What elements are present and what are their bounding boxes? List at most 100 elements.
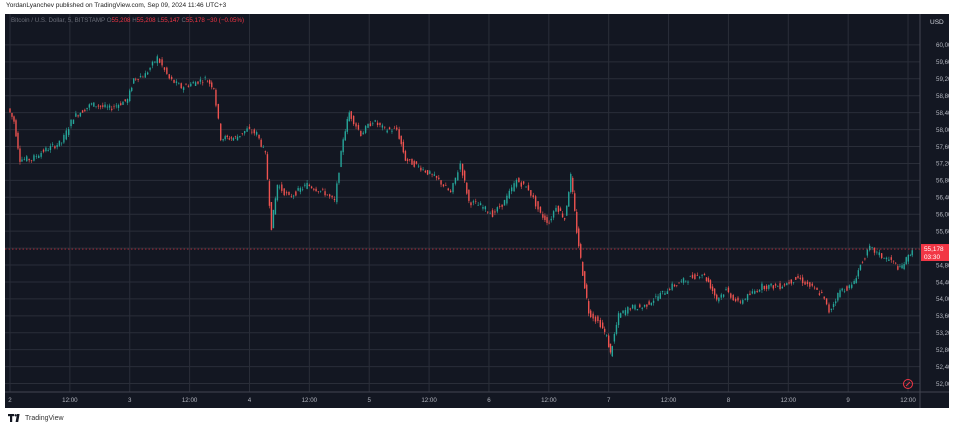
candle-body bbox=[60, 142, 63, 144]
candle-body bbox=[629, 308, 631, 310]
candle-body bbox=[491, 210, 494, 217]
candle-body bbox=[678, 282, 680, 284]
candle-body bbox=[457, 172, 459, 181]
go-to-realtime-icon[interactable] bbox=[903, 379, 913, 389]
go-to-realtime-icon-arrow bbox=[905, 381, 911, 387]
candle-body bbox=[156, 56, 158, 64]
candle-body bbox=[278, 186, 281, 188]
candle-body bbox=[215, 89, 217, 106]
candle-body bbox=[607, 335, 610, 348]
candle-body bbox=[749, 293, 751, 295]
candle-body bbox=[84, 109, 86, 112]
candle-body bbox=[281, 184, 283, 191]
candle-body bbox=[550, 218, 552, 221]
candle-body bbox=[93, 102, 95, 107]
candle-body bbox=[823, 296, 825, 299]
candle-body bbox=[694, 274, 696, 279]
candle-body bbox=[204, 77, 206, 78]
candle-body bbox=[711, 286, 714, 292]
candle-body bbox=[470, 202, 472, 206]
candle-body bbox=[234, 136, 237, 137]
candle-body bbox=[30, 160, 33, 161]
candle-body bbox=[355, 123, 357, 127]
candle-body bbox=[878, 252, 880, 256]
candle-body bbox=[290, 196, 293, 197]
candle-body bbox=[454, 177, 457, 184]
candle-body bbox=[496, 207, 499, 212]
candle-body bbox=[386, 130, 388, 133]
candle-body bbox=[525, 186, 527, 188]
last-price-countdown: 03:30 bbox=[924, 254, 940, 261]
candle-body bbox=[304, 184, 306, 186]
legend-part: H bbox=[132, 17, 136, 24]
candle-body bbox=[763, 285, 766, 290]
candle-body bbox=[372, 123, 374, 125]
candle-body bbox=[866, 249, 869, 256]
candle-body bbox=[657, 296, 659, 301]
candle-body bbox=[243, 130, 246, 134]
candle-body bbox=[168, 74, 170, 79]
candle-body bbox=[661, 290, 664, 292]
candle-body bbox=[703, 273, 706, 275]
legend-part: −30 (−0.05%) bbox=[207, 17, 245, 24]
candle-body bbox=[310, 186, 313, 189]
price-tick-label: 57,600 bbox=[936, 144, 949, 151]
brand-name: TradingView bbox=[25, 414, 64, 422]
candle-body bbox=[367, 123, 369, 128]
candle-body bbox=[163, 67, 166, 70]
candle-body bbox=[328, 194, 331, 197]
chart-legend: Bitcoin / U.S. Dollar, 5, BITSTAMP O55,2… bbox=[11, 17, 244, 24]
legend-part: 55,147 bbox=[161, 17, 182, 24]
price-chart[interactable]: 52,000 52,400 52,800 53,200 53,600 54,000 54,4… bbox=[5, 14, 949, 408]
candle-body bbox=[832, 304, 835, 308]
candle-body bbox=[393, 127, 396, 129]
candle-body bbox=[435, 175, 438, 178]
candle-body bbox=[77, 115, 79, 117]
candle-body bbox=[777, 286, 779, 288]
candle-body bbox=[648, 301, 650, 305]
chart-panel[interactable]: 52,000 52,400 52,800 53,200 53,600 54,000 54,4… bbox=[5, 14, 949, 408]
candle-body bbox=[333, 198, 336, 201]
candle-body bbox=[804, 281, 806, 285]
candle-body bbox=[548, 222, 550, 224]
candle-body bbox=[537, 201, 539, 210]
candle-body bbox=[135, 78, 137, 80]
candle-body bbox=[559, 208, 562, 211]
time-tick-label: 3 bbox=[128, 397, 132, 404]
candle-body bbox=[659, 293, 662, 299]
candle-body bbox=[308, 184, 311, 187]
candle-body bbox=[828, 304, 830, 313]
candle-body bbox=[276, 184, 279, 201]
price-tick-label: 55,600 bbox=[936, 228, 949, 235]
candle-body bbox=[208, 80, 211, 84]
time-tick-label: 6 bbox=[487, 397, 491, 404]
candle-body bbox=[433, 174, 436, 176]
candle-body bbox=[23, 158, 26, 160]
price-tick-label: 56,000 bbox=[936, 212, 949, 219]
candle-body bbox=[650, 302, 653, 306]
candle-body bbox=[248, 126, 251, 129]
candle-body bbox=[864, 258, 866, 260]
price-tick-label: 58,000 bbox=[936, 127, 949, 134]
candle-body bbox=[348, 112, 350, 122]
price-tick-label: 58,800 bbox=[936, 93, 949, 100]
candle-body bbox=[859, 264, 862, 270]
candle-body bbox=[319, 190, 322, 192]
candle-body bbox=[461, 163, 464, 176]
candle-body bbox=[99, 105, 102, 107]
candle-body bbox=[544, 215, 546, 221]
candle-body bbox=[9, 108, 11, 113]
candle-body bbox=[572, 177, 574, 192]
candle-body bbox=[464, 170, 466, 181]
candle-body bbox=[730, 293, 732, 298]
candle-body bbox=[542, 214, 544, 218]
candle-body bbox=[835, 301, 837, 304]
candle-body bbox=[264, 151, 267, 153]
candle-body bbox=[539, 206, 542, 213]
candle-body bbox=[90, 103, 93, 105]
price-tick-label: 54,000 bbox=[936, 296, 949, 303]
candle-body bbox=[364, 126, 367, 133]
candle-body bbox=[603, 328, 606, 332]
candle-body bbox=[468, 189, 470, 201]
candle-body bbox=[146, 72, 149, 75]
